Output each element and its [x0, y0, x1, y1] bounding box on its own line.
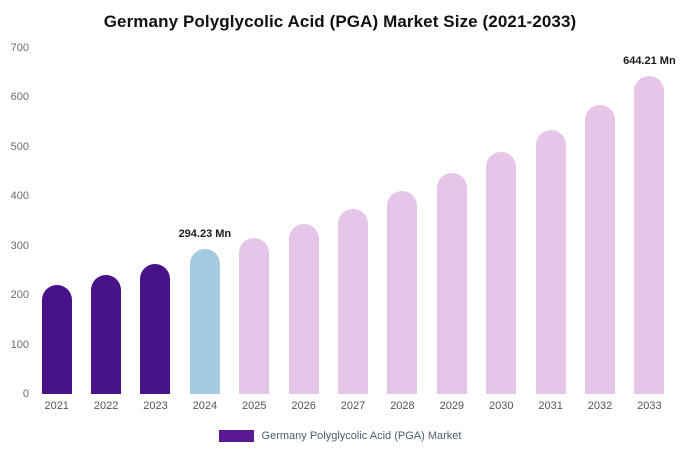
bar-column	[131, 48, 180, 394]
x-tick-label: 2026	[291, 400, 316, 412]
bar-2024[interactable]	[189, 248, 220, 394]
bar-2021[interactable]	[41, 285, 72, 394]
legend-label: Germany Polyglycolic Acid (PGA) Market	[261, 430, 462, 442]
bar-2028[interactable]	[387, 191, 418, 394]
y-tick-label: 700	[10, 42, 29, 54]
bar-2032[interactable]	[584, 104, 615, 394]
y-tick-label: 0	[22, 388, 29, 400]
plot-area: 0 100 200 300 400 500 600 700 294.23 Mn 644.21 M…	[4, 42, 676, 412]
x-tick-label: 2029	[439, 400, 465, 412]
bar-2026[interactable]	[288, 223, 319, 394]
bar-column: 294.23 Mn	[178, 48, 232, 394]
bar-column	[81, 48, 130, 394]
bar-column	[32, 48, 81, 394]
x-tick-label: 2027	[340, 400, 366, 412]
bar-2027[interactable]	[338, 208, 369, 394]
x-tick-label: 2022	[93, 400, 119, 412]
bar-column	[328, 48, 377, 394]
x-tick-label: 2032	[587, 400, 613, 412]
chart-title: Germany Polyglycolic Acid (PGA) Market S…	[103, 12, 577, 31]
bar-2029[interactable]	[436, 172, 467, 394]
data-label: 294.23 Mn	[178, 227, 232, 240]
data-label: 644.21 Mn	[623, 54, 676, 67]
bar-2030[interactable]	[486, 151, 517, 394]
y-tick-label: 200	[10, 289, 29, 302]
bar-2022[interactable]	[91, 274, 122, 394]
bar-column	[526, 48, 575, 394]
x-tick-label: 2030	[488, 400, 514, 412]
bar-2023[interactable]	[140, 263, 171, 394]
x-tick-label: 2031	[538, 400, 563, 412]
bar-column	[575, 48, 624, 394]
y-axis: 0 100 200 300 400 500 600 700	[4, 42, 32, 400]
y-tick-label: 500	[10, 140, 29, 153]
bar-column	[477, 48, 526, 394]
y-tick-label: 600	[10, 91, 29, 104]
y-tick-label: 300	[10, 239, 29, 252]
bar-column	[378, 48, 427, 394]
x-tick-label: 2023	[143, 400, 168, 412]
x-tick-label: 2028	[390, 400, 415, 412]
y-tick-label: 100	[10, 338, 29, 351]
bar-column: 644.21 Mn	[623, 48, 676, 394]
bar-column	[427, 48, 476, 394]
x-tick-label: 2033	[637, 400, 662, 412]
legend: Germany Polyglycolic Acid (PGA) Market	[0, 430, 680, 442]
bars-area: 294.23 Mn 644.21 Mn	[32, 48, 676, 394]
bar-2031[interactable]	[535, 129, 566, 394]
x-tick-label: 2025	[242, 400, 267, 412]
x-tick-label: 2021	[44, 400, 69, 412]
y-tick-label: 400	[10, 190, 29, 203]
plot-row: 0 100 200 300 400 500 600 700 294.23 Mn 644.21 M…	[4, 42, 676, 400]
bar-2033[interactable]	[634, 75, 665, 394]
x-tick-label: 2024	[192, 400, 218, 412]
bar-column	[279, 48, 328, 394]
bar-column	[230, 48, 279, 394]
legend-swatch	[218, 430, 254, 442]
bar-2025[interactable]	[239, 237, 270, 394]
x-axis: 2021 2022 2023 2024 2025 2026 2027 2028 2029 2030…	[32, 400, 674, 412]
